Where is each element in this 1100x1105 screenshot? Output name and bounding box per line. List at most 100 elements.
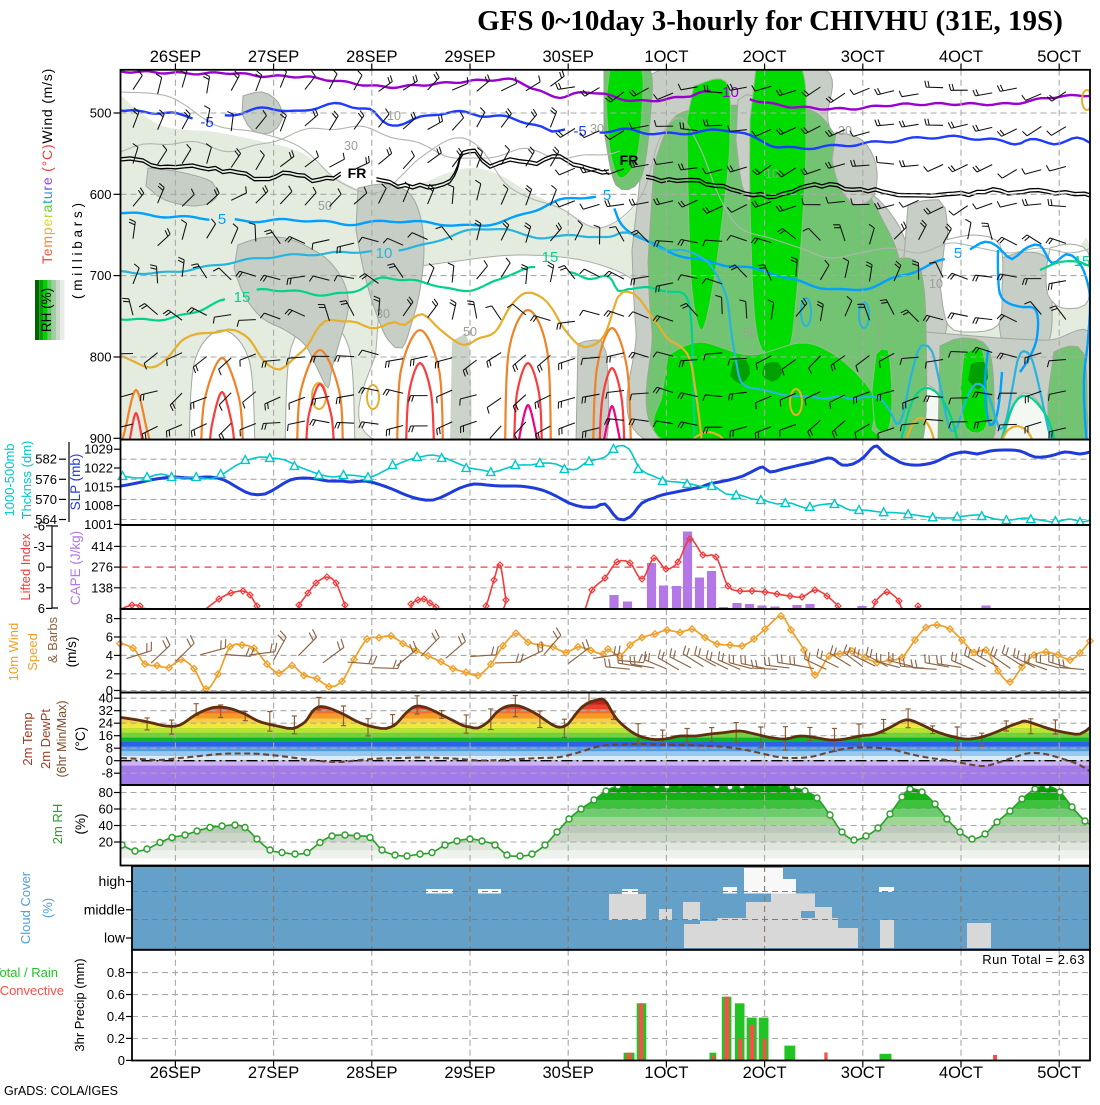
svg-text:3: 3: [38, 580, 45, 595]
svg-text:FR: FR: [620, 152, 639, 168]
svg-text:10: 10: [929, 277, 943, 291]
svg-text:138: 138: [91, 580, 113, 595]
svg-text:576: 576: [35, 472, 57, 487]
svg-text:CAPE (J/kg): CAPE (J/kg): [68, 531, 83, 605]
svg-text:0: 0: [118, 1053, 125, 1068]
svg-text:0: 0: [38, 560, 45, 575]
svg-text:26SEP: 26SEP: [150, 1064, 201, 1082]
svg-text:middle: middle: [84, 901, 125, 917]
svg-text:1OCT: 1OCT: [644, 1064, 688, 1082]
svg-text:(°C): (°C): [73, 727, 88, 751]
svg-text:570: 570: [35, 492, 57, 507]
svg-text:( m i l l i b a r s ): ( m i l l i b a r s ): [70, 203, 85, 299]
svg-text:26SEP: 26SEP: [150, 48, 201, 66]
svg-text:10: 10: [765, 167, 779, 181]
svg-text:5OCT: 5OCT: [1037, 1064, 1081, 1082]
svg-text:0.4: 0.4: [107, 1009, 125, 1024]
svg-text:-8: -8: [101, 766, 113, 781]
svg-text:27SEP: 27SEP: [248, 1064, 299, 1082]
svg-text:50: 50: [743, 326, 757, 340]
svg-text:GrADS: COLA/IGES: GrADS: COLA/IGES: [4, 1084, 118, 1098]
svg-text:5OCT: 5OCT: [1037, 48, 1081, 66]
svg-text:50: 50: [318, 199, 332, 213]
svg-text:2OCT: 2OCT: [743, 48, 787, 66]
svg-text:4OCT: 4OCT: [939, 48, 983, 66]
svg-text:2: 2: [106, 666, 113, 681]
svg-text:414: 414: [91, 539, 113, 554]
svg-text:500: 500: [90, 106, 112, 121]
svg-text:2OCT: 2OCT: [743, 1064, 787, 1082]
svg-text:Cloud Cover: Cloud Cover: [18, 871, 33, 944]
svg-text:low: low: [104, 930, 126, 946]
svg-text:15: 15: [234, 289, 251, 306]
svg-text:10: 10: [387, 109, 401, 123]
svg-text:40: 40: [99, 818, 113, 833]
svg-text:1029: 1029: [84, 442, 113, 457]
svg-text:29SEP: 29SEP: [444, 48, 495, 66]
svg-text:5: 5: [603, 187, 611, 204]
svg-text:10: 10: [376, 245, 393, 262]
svg-text:700: 700: [90, 268, 112, 283]
svg-text:high: high: [99, 873, 125, 889]
svg-text:900: 900: [90, 431, 112, 446]
svg-text:30: 30: [344, 139, 358, 153]
svg-text:8: 8: [106, 741, 113, 756]
svg-text:(m/s): (m/s): [64, 637, 79, 668]
svg-text:(6hr Min/Max): (6hr Min/Max): [55, 700, 69, 777]
svg-text:24: 24: [99, 716, 113, 731]
svg-text:1000-500mb: 1000-500mb: [2, 444, 17, 517]
svg-text:3OCT: 3OCT: [841, 1064, 885, 1082]
svg-text:1001: 1001: [84, 517, 113, 532]
svg-text:28SEP: 28SEP: [346, 48, 397, 66]
svg-text:582: 582: [35, 452, 57, 467]
svg-text:30SEP: 30SEP: [543, 1064, 594, 1082]
svg-text:0.6: 0.6: [107, 987, 125, 1002]
svg-text:80: 80: [99, 785, 113, 800]
svg-text:Convective: Convective: [0, 983, 64, 998]
svg-text:2m Temp: 2m Temp: [20, 712, 35, 765]
svg-text:-6: -6: [33, 518, 45, 533]
svg-text:15: 15: [1074, 253, 1091, 270]
svg-text:Thcknss (dm): Thcknss (dm): [19, 441, 34, 520]
svg-text:30SEP: 30SEP: [543, 48, 594, 66]
svg-text:Total / Rain: Total / Rain: [0, 965, 58, 980]
svg-text:30: 30: [376, 307, 390, 321]
svg-text:FR: FR: [348, 165, 367, 181]
svg-text:5: 5: [218, 211, 226, 228]
svg-text:SLP (mb): SLP (mb): [68, 454, 83, 511]
svg-text:564: 564: [35, 512, 57, 527]
svg-text:40: 40: [99, 691, 113, 706]
svg-text:4: 4: [106, 648, 113, 663]
svg-text:3hr Precip (mm): 3hr Precip (mm): [72, 958, 87, 1051]
svg-text:& Barbs: & Barbs: [45, 616, 60, 663]
svg-text:0.2: 0.2: [107, 1031, 125, 1046]
svg-text:2m RH: 2m RH: [50, 804, 65, 844]
svg-text:60: 60: [99, 802, 113, 817]
svg-text:Run Total = 2.63: Run Total = 2.63: [982, 952, 1085, 967]
svg-text:1022: 1022: [84, 461, 113, 476]
svg-text:(%): (%): [40, 898, 55, 918]
svg-text:15: 15: [542, 249, 559, 266]
svg-text:GFS 0~10day 3-hourly for CHIVH: GFS 0~10day 3-hourly for CHIVHU (31E, 19…: [477, 5, 1063, 37]
svg-text:5: 5: [954, 245, 962, 262]
svg-text:27SEP: 27SEP: [248, 48, 299, 66]
svg-text:276: 276: [91, 560, 113, 575]
svg-text:Speed: Speed: [25, 633, 40, 671]
svg-text:0: 0: [106, 753, 113, 768]
svg-text:(%): (%): [73, 814, 88, 835]
svg-text:32: 32: [99, 703, 113, 718]
svg-text:600: 600: [90, 187, 112, 202]
svg-text:20: 20: [99, 835, 113, 850]
svg-text:RH (%): RH (%): [39, 288, 54, 332]
svg-text:28SEP: 28SEP: [346, 1064, 397, 1082]
svg-text:-10: -10: [717, 84, 739, 101]
svg-text:6: 6: [38, 601, 45, 616]
svg-text:0.8: 0.8: [107, 965, 125, 980]
svg-text:3OCT: 3OCT: [841, 48, 885, 66]
svg-text:Lifted Index: Lifted Index: [18, 533, 33, 601]
svg-text:Temperature (°C)Wind (m/s): Temperature (°C)Wind (m/s): [39, 68, 55, 264]
svg-text:-5: -5: [573, 123, 586, 140]
svg-text:6: 6: [106, 630, 113, 645]
svg-text:4OCT: 4OCT: [939, 1064, 983, 1082]
svg-text:29SEP: 29SEP: [444, 1064, 495, 1082]
